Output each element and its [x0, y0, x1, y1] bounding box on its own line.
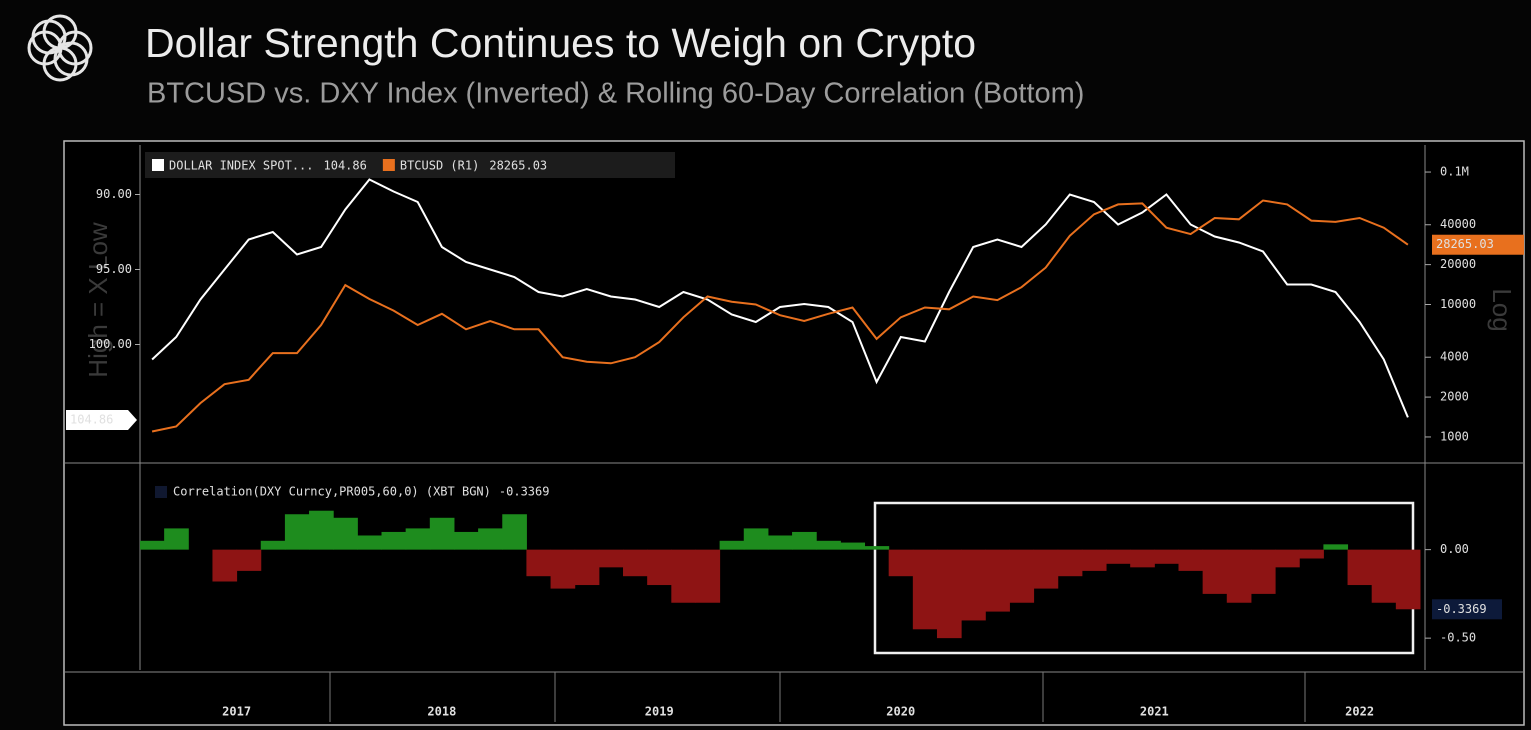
correlation-bar [1323, 544, 1349, 550]
y-axis-label: High = X Low [83, 222, 113, 378]
legend-swatch [155, 486, 167, 498]
correlation-bar [598, 549, 624, 568]
y2-axis-label: Log [1487, 288, 1517, 331]
correlation-bar [1395, 549, 1421, 610]
correlation-bar [647, 549, 672, 586]
correlation-bar [429, 517, 455, 550]
correlation-bar [840, 542, 866, 550]
legend-value: 104.86 [324, 159, 367, 173]
legend-label: Correlation(DXY Curncy,PR005,60,0) (XBT … [173, 485, 491, 499]
correlation-bar [574, 549, 600, 586]
x-tick-label: 2020 [886, 705, 915, 719]
chart-title: Dollar Strength Continues to Weigh on Cr… [145, 20, 976, 66]
correlation-bar [405, 528, 431, 550]
x-tick-label: 2021 [1140, 705, 1169, 719]
legend-value: -0.3369 [499, 485, 550, 499]
logo [27, 14, 93, 82]
y2-tick-label: 20000 [1440, 257, 1476, 271]
correlation-bar [1371, 549, 1397, 603]
correlation-bar [1250, 549, 1276, 594]
x-tick-label: 2022 [1345, 705, 1374, 719]
correlation-bar [526, 549, 552, 577]
y-tick-label: 95.00 [96, 262, 132, 276]
correlation-bar [1154, 549, 1179, 564]
correlation-bar [502, 514, 527, 550]
correlation-bar [936, 549, 962, 639]
correlation-bar [719, 540, 745, 550]
x-tick-label: 2017 [222, 705, 251, 719]
correlation-bar [1347, 549, 1373, 586]
y2-tick-label: 40000 [1440, 217, 1476, 231]
correlation-bar [140, 540, 165, 550]
last-value-label: -0.3369 [1436, 602, 1487, 616]
correlation-bar [1130, 549, 1155, 568]
y2-tick-label: 10000 [1440, 297, 1476, 311]
last-value-label: 28265.03 [1436, 237, 1494, 251]
correlation-bar [695, 549, 721, 603]
x-tick-label: 2018 [427, 705, 456, 719]
frame [63, 140, 1525, 726]
y-tick-label: 90.00 [96, 187, 132, 201]
correlation-bar [1178, 549, 1204, 571]
correlation-bar [888, 549, 914, 577]
correlation-bar [212, 549, 238, 582]
chart-subtitle: BTCUSD vs. DXY Index (Inverted) & Rollin… [147, 78, 1084, 110]
last-value-tag [1432, 599, 1502, 620]
legend-swatch [382, 159, 395, 171]
correlation-bar [550, 549, 576, 589]
legend-label: BTCUSD (R1) [400, 159, 479, 173]
correlation-bar [816, 540, 841, 550]
y2-tick-label: 0.00 [1440, 542, 1469, 556]
correlation-bar [260, 540, 286, 550]
correlation-bar [1009, 549, 1035, 603]
correlation-bar [1226, 549, 1252, 603]
legend-value: 28265.03 [489, 159, 547, 173]
y2-tick-label: 4000 [1440, 350, 1469, 364]
correlation-bar [1299, 549, 1324, 559]
last-value-tag [1432, 234, 1524, 255]
correlation-bar [961, 549, 986, 621]
legend-swatch [152, 159, 164, 171]
y2-tick-label: 1000 [1440, 429, 1469, 443]
last-value-pointer [128, 410, 137, 430]
y2-tick-label: -0.50 [1440, 631, 1476, 645]
correlation-bar [478, 528, 503, 550]
correlation-bar [1033, 549, 1059, 589]
last-value-tag [66, 410, 128, 430]
correlation-bar [357, 535, 383, 550]
correlation-bar [381, 531, 407, 550]
correlation-bar [743, 528, 769, 550]
year-separators [329, 672, 1306, 722]
correlation-bar [985, 549, 1010, 612]
correlation-bar [1057, 549, 1083, 577]
correlation-bar [671, 549, 696, 603]
correlation-bar [864, 546, 890, 550]
correlation-bar [164, 528, 189, 550]
correlation-bar [453, 531, 479, 550]
correlation-bar [1202, 549, 1228, 594]
legend-label: DOLLAR INDEX SPOT... [169, 159, 314, 173]
correlation-bar [1106, 549, 1131, 564]
correlation-bar [767, 535, 793, 550]
correlation-bar [309, 510, 334, 550]
legend-box [145, 152, 675, 178]
x-tick-label: 2019 [645, 705, 674, 719]
correlation-bar [284, 514, 310, 550]
correlation-bar [333, 517, 358, 550]
y2-tick-label: 2000 [1440, 390, 1469, 404]
correlation-bar [912, 549, 938, 630]
y2-tick-label: 0.1M [1440, 165, 1469, 179]
correlation-bar [236, 549, 262, 571]
series-line [151, 199, 1409, 433]
correlation-bar [623, 549, 648, 577]
correlation-bar [792, 531, 817, 550]
correlation-bar [1081, 549, 1107, 571]
correlation-bar [1275, 549, 1300, 568]
last-value-label: 104.86 [70, 413, 113, 427]
y-tick-label: 100.00 [89, 337, 132, 351]
